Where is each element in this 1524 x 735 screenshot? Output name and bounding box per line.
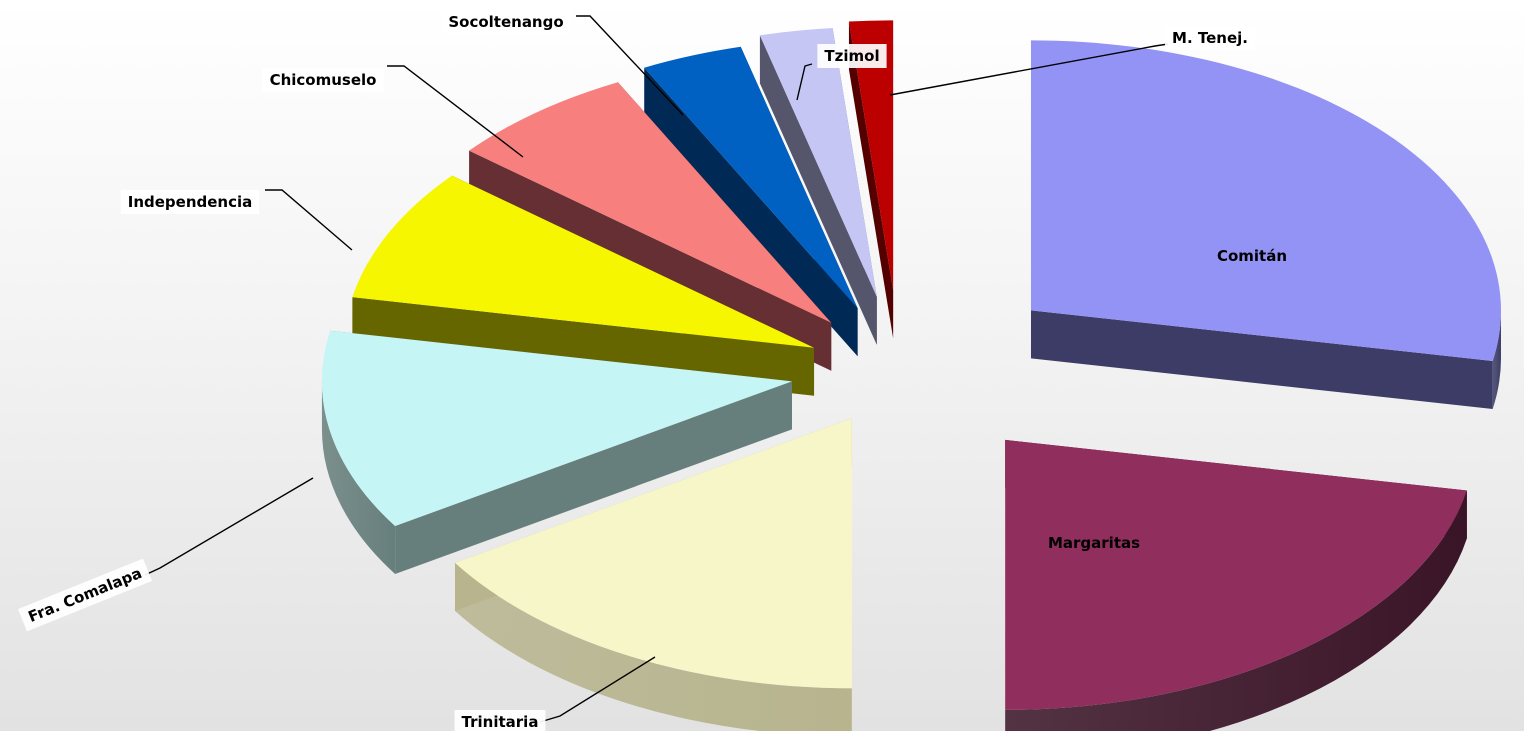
leader-line-m-tenej [889,43,1169,96]
svg-text:Independencia: Independencia [128,193,253,211]
data-label-m-tenej: M. Tenej. [1165,26,1255,50]
svg-text:Fra. Comalapa: Fra. Comalapa [26,564,145,626]
leader-line-fra-comalapa [144,477,314,576]
svg-text:Chicomuselo: Chicomuselo [270,71,377,89]
svg-text:Comitán: Comitán [1217,247,1287,265]
data-label-comit-n: Comitán [1209,244,1295,268]
data-label-independencia: Independencia [120,190,260,214]
pie-slice-trinitaria [454,418,852,735]
data-label-tzimol: Tzimol [817,44,887,68]
svg-text:Socoltenango: Socoltenango [448,13,563,31]
pie-slice-independencia [352,175,815,396]
data-label-trinitaria: Trinitaria [454,710,546,734]
svg-text:Trinitaria: Trinitaria [462,713,539,731]
pie-slice-margaritas [1005,439,1467,735]
leader-line-chicomuselo [387,65,524,158]
pie-slice-socoltenango [644,46,858,357]
leader-line-socoltenango [576,15,684,116]
data-label-socoltenango: Socoltenango [441,10,571,34]
pie-slice-m-tenej [848,20,894,339]
svg-text:M. Tenej.: M. Tenej. [1172,29,1248,47]
leader-line-independencia [265,189,353,251]
data-label-fra-comalapa: Fra. Comalapa [17,558,153,632]
leader-line-trinitaria [539,656,656,723]
pie-slice-tzimol [759,28,877,345]
data-label-chicomuselo: Chicomuselo [262,68,384,92]
leader-line-tzimol [796,63,813,101]
svg-text:Tzimol: Tzimol [824,47,879,65]
data-label-margaritas: Margaritas [1040,531,1148,555]
pie-slice-fra-comalapa [321,330,792,575]
pie-slice-comit-n [1030,40,1501,409]
svg-text:Margaritas: Margaritas [1048,534,1140,552]
